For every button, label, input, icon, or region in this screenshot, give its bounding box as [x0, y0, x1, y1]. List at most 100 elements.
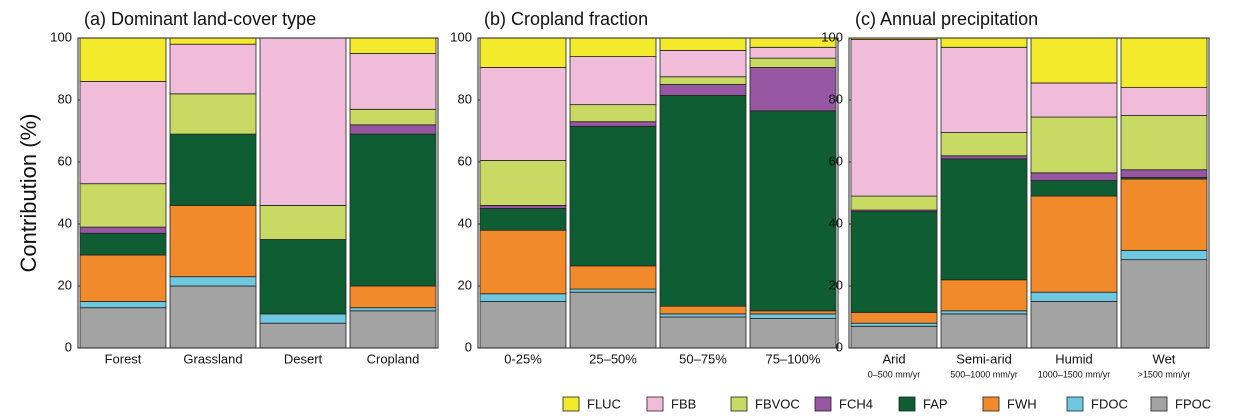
bar-segment [940, 37, 1028, 48]
legend-label: FAP [923, 396, 948, 411]
y-tick-label: 60 [58, 153, 72, 168]
bar-segment [1030, 172, 1118, 182]
bar-segment [1120, 169, 1208, 178]
bar-segment [850, 322, 938, 327]
bar-segment [169, 37, 257, 45]
bar-segment [169, 204, 257, 278]
y-tick-label: 20 [58, 277, 72, 292]
bar-segment [569, 125, 657, 267]
bar-segment [1030, 291, 1118, 302]
legend-label: FLUC [587, 396, 621, 411]
bar-segment [1120, 87, 1208, 116]
bar-segment [479, 204, 567, 209]
plot-frame [848, 37, 1210, 349]
y-tick-label: 100 [450, 29, 472, 44]
bar-segment [79, 37, 167, 82]
bar-segment [1120, 259, 1208, 349]
bar-segment [79, 307, 167, 349]
bar-segment [79, 301, 167, 309]
bar-segment [749, 67, 837, 112]
bar-segment [659, 313, 747, 318]
bar-segment [569, 265, 657, 290]
bar-segment [569, 288, 657, 293]
bar-segment [349, 37, 437, 54]
y-tick-label: 100 [821, 29, 843, 44]
bar-segment [349, 133, 437, 287]
bar-segment [79, 183, 167, 228]
plot-frame [477, 37, 839, 349]
legend-swatch [1066, 396, 1084, 412]
bar-segment [569, 56, 657, 106]
bar-segment [79, 81, 167, 185]
bar-segment [659, 76, 747, 85]
bar-segment [659, 316, 747, 349]
bar-segment [349, 124, 437, 135]
bar-segment [1030, 195, 1118, 293]
bar-segment [479, 293, 567, 302]
bar-segment [659, 305, 747, 315]
y-tick-label: 40 [458, 215, 472, 230]
panel-title: (a) Dominant land-cover type [84, 9, 316, 29]
bar-segment [850, 311, 938, 324]
x-tick-label: 75–100% [766, 351, 821, 366]
bar-segment [940, 310, 1028, 315]
legend-label: FPOC [1175, 396, 1211, 411]
bar-segment [940, 155, 1028, 160]
bar-segment [1120, 178, 1208, 251]
bar-segment [940, 132, 1028, 157]
legend-swatch [982, 396, 1000, 412]
x-tick-label: Desert [284, 351, 323, 366]
bar-segment [569, 37, 657, 58]
bar-segment [749, 110, 837, 312]
legend-swatch [814, 396, 832, 412]
bar-segment [749, 310, 837, 315]
x-tick-label: Wet [1153, 351, 1176, 366]
bar-segment [79, 226, 167, 234]
x-tick-label: Cropland [367, 351, 420, 366]
bar-segment [479, 160, 567, 206]
legend-swatch [1150, 396, 1168, 412]
bar-segment [479, 67, 567, 161]
y-tick-label: 80 [458, 91, 472, 106]
x-tick-label: Forest [105, 351, 142, 366]
bar-segment [1120, 37, 1208, 88]
bar-segment [169, 133, 257, 206]
bar-segment [259, 322, 347, 349]
bar-segment [169, 43, 257, 95]
bar-segment [1120, 115, 1208, 171]
x-tick-sublabel: 1000–1500 mm/yr [1038, 369, 1111, 379]
legend-swatch [562, 396, 580, 412]
x-tick-label: 0-25% [504, 351, 542, 366]
bar-segment [569, 121, 657, 127]
y-tick-label: 80 [58, 91, 72, 106]
y-axis-label: Contribution (%) [16, 114, 41, 273]
y-tick-label: 0 [65, 339, 72, 354]
y-tick-label: 40 [829, 215, 843, 230]
bar-segment [749, 318, 837, 349]
x-tick-label: 25–50% [589, 351, 637, 366]
x-tick-label: Semi-arid [956, 351, 1012, 366]
legend-swatch [898, 396, 916, 412]
x-tick-label: Humid [1055, 351, 1093, 366]
bar-segment [169, 285, 257, 349]
bar-segment [940, 313, 1028, 349]
bar-segment [1030, 301, 1118, 349]
plot-frame [77, 37, 439, 349]
panel-title: (b) Cropland fraction [484, 9, 648, 29]
bar-segment [850, 195, 938, 211]
legend-label: FCH4 [839, 396, 873, 411]
bar-segment [749, 313, 837, 319]
legend-label: FBVOC [755, 396, 800, 411]
bar-segment [259, 313, 347, 324]
y-tick-label: 20 [458, 277, 472, 292]
bar-segment [479, 301, 567, 349]
bar-segment [749, 46, 837, 59]
bar-segment [479, 208, 567, 231]
bar-segment [659, 84, 747, 96]
bar-segment [1030, 180, 1118, 197]
y-tick-label: 80 [829, 91, 843, 106]
bar-segment [349, 108, 437, 126]
legend-label: FDOC [1091, 396, 1128, 411]
y-tick-label: 60 [829, 153, 843, 168]
